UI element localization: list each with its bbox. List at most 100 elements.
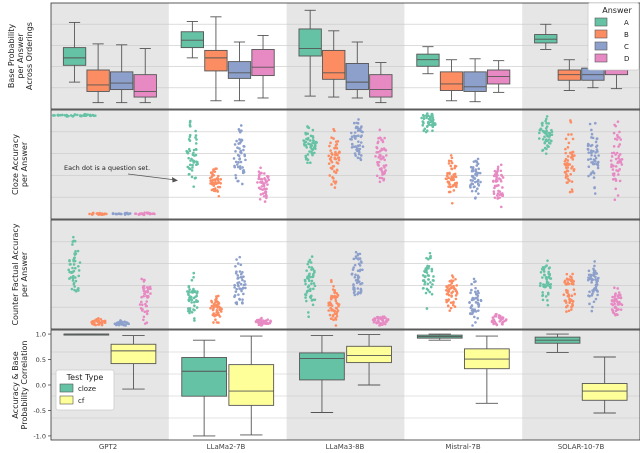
panel-frame xyxy=(50,109,640,220)
swarm-dot xyxy=(334,324,338,327)
box-body xyxy=(369,74,393,98)
swarm-dot xyxy=(592,269,596,272)
swarm-dot xyxy=(619,296,623,300)
swarm-dot xyxy=(474,170,478,173)
swarm-dot xyxy=(452,173,455,176)
swarm-dot xyxy=(590,153,593,157)
swarm-dot xyxy=(476,162,480,166)
swarm-C xyxy=(111,211,132,216)
y-axis-label: per Answer xyxy=(20,141,29,187)
swarm-dot xyxy=(113,322,117,326)
swarm-B xyxy=(208,167,223,198)
swarm-dot xyxy=(236,274,240,277)
swarm-dot xyxy=(565,310,568,313)
swarm-dot xyxy=(449,154,453,157)
swarm-dot xyxy=(378,180,382,184)
swarm-dot xyxy=(450,285,454,289)
swarm-dot xyxy=(238,287,242,291)
swarm-dot xyxy=(564,157,568,161)
swarm-dot xyxy=(138,303,142,306)
swarm-dot xyxy=(243,283,247,286)
box-cf xyxy=(346,334,392,386)
swarm-dot xyxy=(616,133,619,137)
swarm-dot xyxy=(541,276,544,279)
swarm-dot xyxy=(234,301,238,305)
swarm-dot xyxy=(474,296,478,300)
box-body xyxy=(322,49,346,80)
swarm-dot xyxy=(265,180,269,183)
swarm-dot xyxy=(570,188,574,191)
swarm-dot xyxy=(311,141,314,145)
swarm-dot xyxy=(451,185,454,188)
swarm-dot xyxy=(359,141,363,144)
swarm-dot xyxy=(590,171,593,175)
swarm-dot xyxy=(446,180,450,183)
swarm-dot xyxy=(426,282,430,286)
swarm-dot xyxy=(569,298,572,301)
swarm-dot xyxy=(192,185,195,188)
swarm-dot xyxy=(564,171,567,174)
swarm-dot xyxy=(590,151,593,154)
x-tick-label: SOLAR-10-7B xyxy=(558,443,605,451)
swarm-dot xyxy=(496,194,499,197)
swarm-dot xyxy=(356,144,360,147)
swarm-dot xyxy=(567,141,571,145)
swarm-dot xyxy=(304,144,308,147)
swarm-dot xyxy=(425,307,429,310)
swarm-dot xyxy=(117,212,121,215)
swarm-dot xyxy=(547,270,550,274)
swarm-dot xyxy=(589,144,593,148)
swarm-dot xyxy=(258,197,262,201)
swarm-dot xyxy=(448,183,452,186)
swarm-dot xyxy=(238,147,241,150)
x-tick-label: GPT2 xyxy=(99,443,117,451)
swarm-dot xyxy=(588,122,592,126)
swarm-dot xyxy=(430,123,433,127)
swarm-dot xyxy=(260,178,264,181)
swarm-dot xyxy=(330,317,333,320)
swarm-dot xyxy=(353,152,357,155)
box-body xyxy=(346,345,392,364)
swarm-dot xyxy=(263,177,266,180)
swarm-dot xyxy=(619,138,623,141)
swarm-dot xyxy=(187,285,191,289)
swarm-dot xyxy=(547,141,551,145)
swarm-dot xyxy=(491,316,495,319)
box-A xyxy=(534,23,558,50)
swarm-dot xyxy=(376,140,380,144)
swarm-dot xyxy=(426,288,430,292)
swarm-dot xyxy=(91,320,94,323)
swarm-dot xyxy=(595,283,599,286)
box-body xyxy=(439,71,464,91)
swarm-dot xyxy=(336,156,340,160)
swarm-dot xyxy=(210,171,214,175)
swarm-dot xyxy=(616,194,620,197)
swarm-dot xyxy=(333,294,336,298)
swarm-dot xyxy=(474,286,477,290)
swarm-dot xyxy=(194,136,197,139)
swarm-dot xyxy=(261,192,265,195)
swarm-dot xyxy=(329,166,333,170)
model-band-shade xyxy=(286,220,405,329)
swarm-dot xyxy=(477,303,481,307)
swarm-dot xyxy=(78,261,82,264)
swarm-dot xyxy=(238,255,242,259)
swarm-dot xyxy=(213,314,216,318)
swarm-dot xyxy=(573,292,577,296)
swarm-C xyxy=(113,319,130,327)
swarm-dot xyxy=(538,131,541,135)
swarm-dot xyxy=(454,277,457,281)
swarm-dot xyxy=(310,152,314,155)
swarm-C xyxy=(233,255,247,306)
swarm-dot xyxy=(455,181,459,185)
swarm-dot xyxy=(329,141,332,145)
swarm-dot xyxy=(565,272,569,276)
swarm-dot xyxy=(337,305,340,308)
swarm-dot xyxy=(454,185,458,189)
swarm-dot xyxy=(432,123,436,126)
swarm-dot xyxy=(586,147,590,151)
swarm-dot xyxy=(72,239,76,243)
swarm-dot xyxy=(539,282,542,285)
swarm-dot xyxy=(194,295,197,299)
swarm-dot xyxy=(423,269,426,273)
